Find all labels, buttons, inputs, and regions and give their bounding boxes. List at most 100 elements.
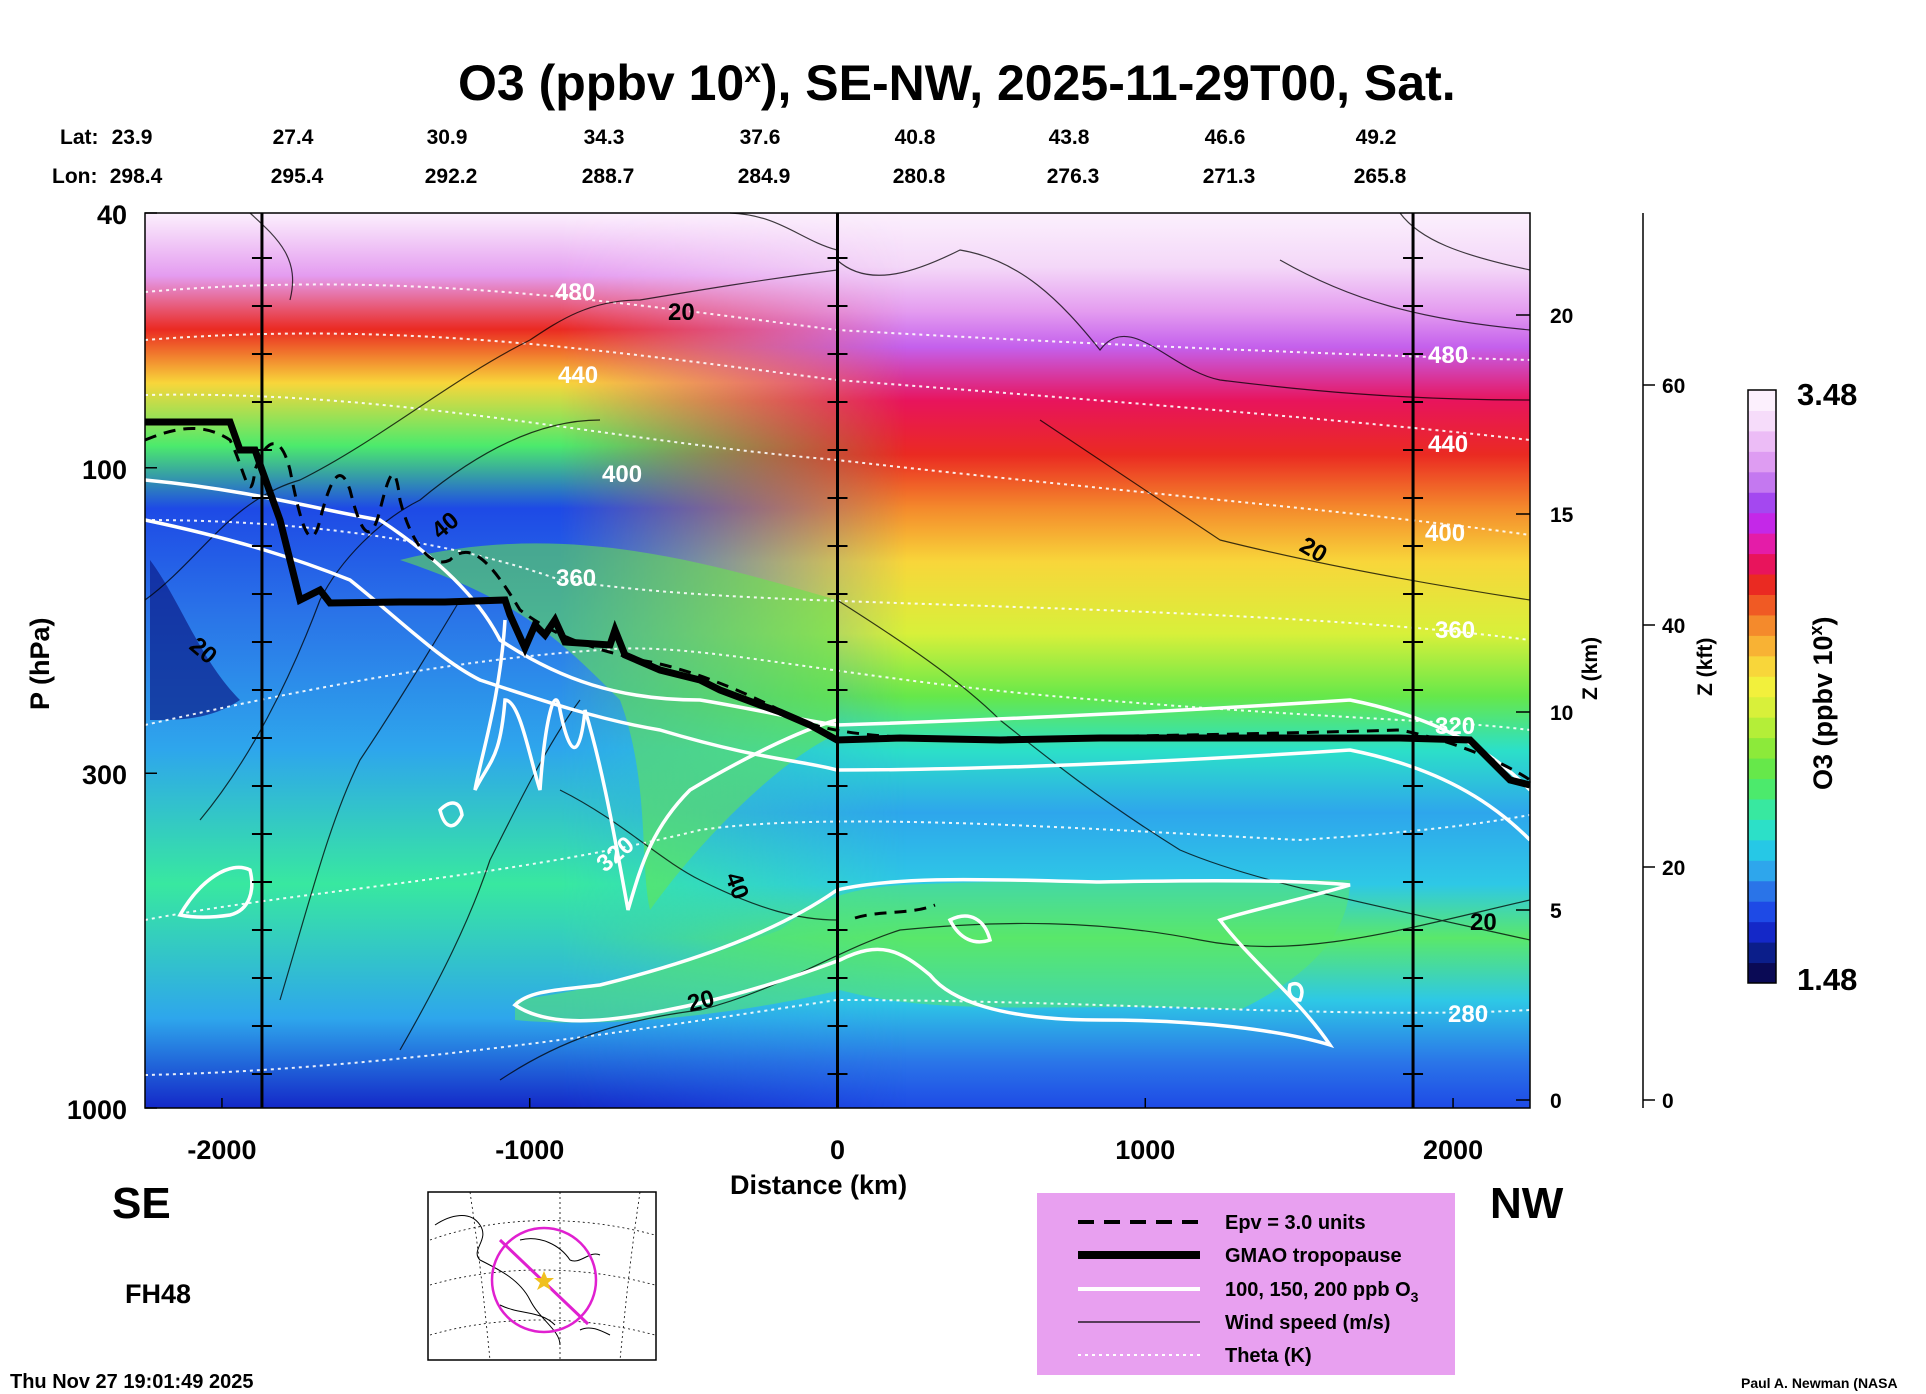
wind-contour-12 [249,212,294,301]
legend: Epv = 3.0 units GMAO tropopause 100, 150… [1037,1193,1455,1375]
theta-label-440-right: 440 [1428,431,1468,458]
colorbar-swatch [1748,737,1776,759]
colorbar-swatch [1748,798,1776,820]
legend-label-theta: Theta (K) [1225,1345,1312,1367]
z-km-tick-label: 20 [1550,305,1573,328]
author-credit: Paul A. Newman (NASA [1741,1375,1898,1391]
colorbar-swatch [1748,614,1776,636]
lon-value: 271.3 [1203,165,1256,188]
colorbar-swatch [1748,635,1776,657]
ozone-contour-small-blob-1 [177,865,254,919]
colorbar-swatch [1748,758,1776,780]
epv-contour-small [854,903,936,920]
lat-value: 27.4 [273,126,314,149]
theta-label-280-right: 280 [1448,1001,1488,1028]
wind-contour-13 [729,212,838,251]
forecast-hour: FH48 [125,1279,191,1309]
ozone-lower-blue-patch [150,560,240,720]
inset-map-range-circle [490,1226,598,1334]
lon-value: 288.7 [582,165,635,188]
colorbar-frame [1747,389,1777,984]
colorbar-swatch [1748,533,1776,555]
inset-map-graticule [429,1191,656,1361]
y-axis-tick-label: 40 [97,200,127,230]
colorbar-swatch [1748,696,1776,718]
legend-label-wind: Wind speed (m/s) [1225,1312,1390,1334]
colorbar-swatch [1748,676,1776,698]
legend-label-epv: Epv = 3.0 units [1225,1212,1366,1234]
y-axis-tick-label: 300 [82,760,127,790]
lon-value: 298.4 [110,165,163,188]
theta-contour-360 [144,519,1531,641]
inset-map-center-star [534,1271,554,1290]
colorbar-swatch [1748,962,1776,984]
z-km-tick-label: 0 [1550,1090,1562,1113]
colorbar-title: O3 (ppbv 10x) [1806,616,1838,790]
lat-value: 43.8 [1049,126,1090,149]
wind-contour-4 [279,599,461,1001]
colorbar-swatch [1748,553,1776,575]
colorbar-swatch [1748,901,1776,923]
z-km-tick-label: 5 [1550,900,1562,923]
z-km-axis: 0 5 10 15 20 [1516,305,1574,1113]
y-axis-tick-label: 1000 [67,1095,127,1125]
x-axis-tick-label: 1000 [1115,1135,1175,1165]
colorbar-swatch [1748,778,1776,800]
wind-contour-8 [836,599,1531,941]
x-axis: -2000 -1000 0 1000 2000 [187,1098,1483,1165]
lat-value: 49.2 [1356,126,1397,149]
inset-map [427,1191,657,1361]
wind-label-20-top: 20 [668,299,695,326]
wind-contour-5 [399,699,581,1051]
direction-label-se: SE [112,1179,171,1228]
colorbar-swatch [1748,717,1776,739]
ozone-contour-small-blob-3 [947,914,993,944]
theta-label-400-right: 400 [1425,520,1465,547]
colorbar-swatch [1748,594,1776,616]
x-axis-tick-label: 0 [830,1135,845,1165]
theta-contour-320 [144,647,1531,731]
ozone-contour-small-blob-4 [1287,982,1304,1002]
z-kft-tick-label: 40 [1662,615,1685,638]
lon-value: 292.2 [425,165,478,188]
inset-map-coastline [434,1215,611,1346]
lat-value: 46.6 [1205,126,1246,149]
y-axis-title: P (hPa) [25,617,55,710]
lat-row-label: Lat: [60,126,99,149]
ozone-contour-fold [473,619,838,911]
lat-value: 23.9 [112,126,153,149]
z-km-tick-label: 15 [1550,504,1574,527]
colorbar [1747,389,1777,984]
lat-value: 30.9 [427,126,468,149]
colorbar-swatch [1748,655,1776,677]
colorbar-swatch [1748,471,1776,493]
x-axis-title: Distance (km) [730,1170,907,1200]
ozone-contour-lower-band [512,877,1351,1049]
ozone-contour-small-blob-2 [438,801,464,828]
lon-row-label: Lon: [52,165,97,188]
theta-label-360-left: 360 [556,565,596,592]
wind-label-20-right: 20 [1470,909,1497,936]
ozone-fold-region [400,543,837,910]
z-kft-axis: 0 20 40 60 [1642,213,1685,1113]
theta-label-400-left: 400 [602,461,642,488]
colorbar-swatch [1748,492,1776,514]
x-axis-tick-label: -2000 [187,1135,256,1165]
colorbar-swatch [1748,512,1776,534]
colorbar-swatch [1748,430,1776,452]
lon-value: 280.8 [893,165,946,188]
colorbar-max-label: 3.48 [1797,377,1857,412]
ozone-contour-upper-2 [144,518,1532,842]
ozone-ppb-contours [144,478,1532,1049]
lon-value: 276.3 [1047,165,1100,188]
wind-contour-1 [144,269,838,601]
generation-timestamp: Thu Nov 27 19:01:49 2025 [10,1371,253,1393]
wind-contour-2 [836,249,1531,401]
colorbar-swatch [1748,839,1776,861]
colorbar-swatch [1748,880,1776,902]
lat-value: 34.3 [584,126,625,149]
theta-contour-280 [144,998,1531,1076]
theta-label-480-right: 480 [1428,342,1468,369]
theta-label-320-right: 320 [1435,713,1475,740]
